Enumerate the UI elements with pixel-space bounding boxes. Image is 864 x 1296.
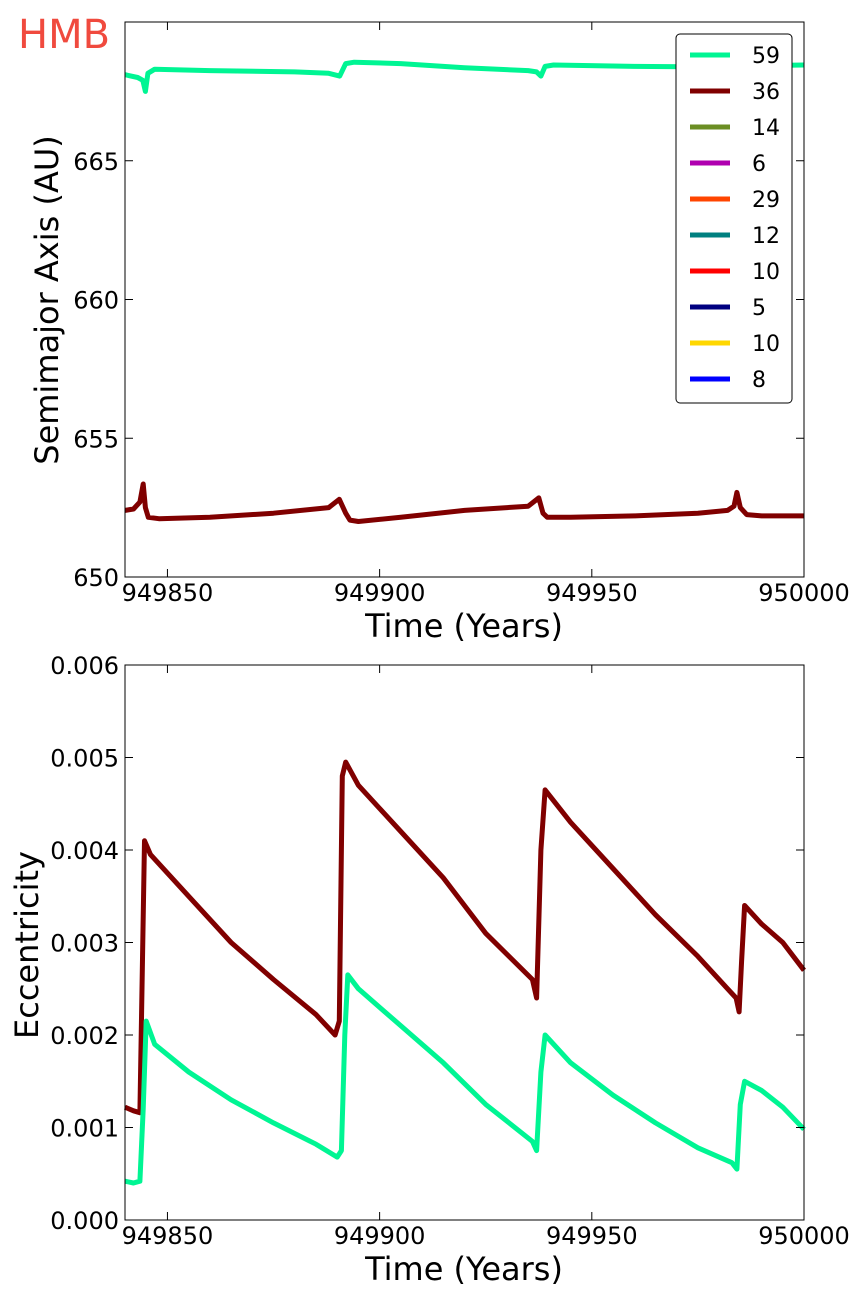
eccentricity-y-tick-label: 0.004 [50, 837, 119, 865]
eccentricity-y-tick-label: 0.003 [50, 930, 119, 958]
semimajor-x-axis-label: Time (Years) [364, 607, 563, 645]
legend-label-8: 10 [752, 332, 780, 357]
eccentricity-ticks: 949850 949900 949950 950000 0.000 0.001 0.002 0… [50, 652, 850, 1250]
eccentricity-y-axis-label: Eccentricity [8, 851, 46, 1039]
legend-label-6: 10 [752, 260, 780, 285]
hmb-watermark: HMB [18, 12, 110, 58]
eccentricity-y-tick-label: 0.000 [50, 1207, 119, 1235]
semimajor-x-tick-label: 949850 [122, 579, 214, 607]
eccentricity-series-line-0 [124, 759, 806, 1116]
semimajor-x-tick-label: 949900 [334, 579, 426, 607]
eccentricity-y-tick-label: 0.001 [50, 1115, 119, 1143]
eccentricity-chart: 949850 949900 949950 950000 0.000 0.001 0.002 0… [8, 652, 850, 1288]
eccentricity-series-line-1 [124, 972, 806, 1186]
eccentricity-x-tick-label: 949900 [334, 1222, 426, 1250]
semimajor-y-tick-label: 650 [73, 564, 119, 592]
semimajor-axis-chart: 949850 949900 949950 950000 650 655 660 665 Tim… [28, 21, 850, 645]
semimajor-series-line-0 [124, 59, 805, 94]
eccentricity-x-tick-label: 949950 [546, 1222, 638, 1250]
semimajor-y-tick-label: 655 [73, 425, 119, 453]
eccentricity-y-tick-label: 0.006 [50, 652, 119, 680]
semimajor-y-axis-label: Semimajor Axis (AU) [28, 135, 66, 464]
semimajor-x-tick-label: 949950 [546, 579, 638, 607]
semimajor-y-tick-label: 665 [73, 148, 119, 176]
eccentricity-y-tick-label: 0.005 [50, 745, 119, 773]
eccentricity-x-tick-label: 949850 [122, 1222, 214, 1250]
legend-label-2: 14 [752, 116, 780, 141]
legend-label-1: 36 [752, 80, 780, 105]
legend-label-7: 5 [752, 296, 766, 321]
eccentricity-series-group [124, 759, 806, 1186]
eccentricity-x-axis-label: Time (Years) [364, 1250, 563, 1288]
semimajor-series-line-1 [124, 481, 804, 524]
eccentricity-y-tick-label: 0.002 [50, 1022, 119, 1050]
eccentricity-x-tick-label: 950000 [758, 1222, 850, 1250]
legend-label-5: 12 [752, 224, 780, 249]
legend-label-0: 59 [752, 44, 780, 69]
semimajor-series-group [124, 59, 805, 524]
semimajor-x-tick-label: 950000 [758, 579, 850, 607]
legend: 59 36 14 6 29 12 10 5 10 8 [675, 33, 793, 404]
semimajor-ticks: 949850 949900 949950 950000 650 655 660 665 [73, 22, 850, 607]
semimajor-y-tick-label: 660 [73, 287, 119, 315]
legend-label-9: 8 [752, 368, 766, 393]
legend-label-3: 6 [752, 152, 766, 177]
legend-label-4: 29 [752, 188, 780, 213]
